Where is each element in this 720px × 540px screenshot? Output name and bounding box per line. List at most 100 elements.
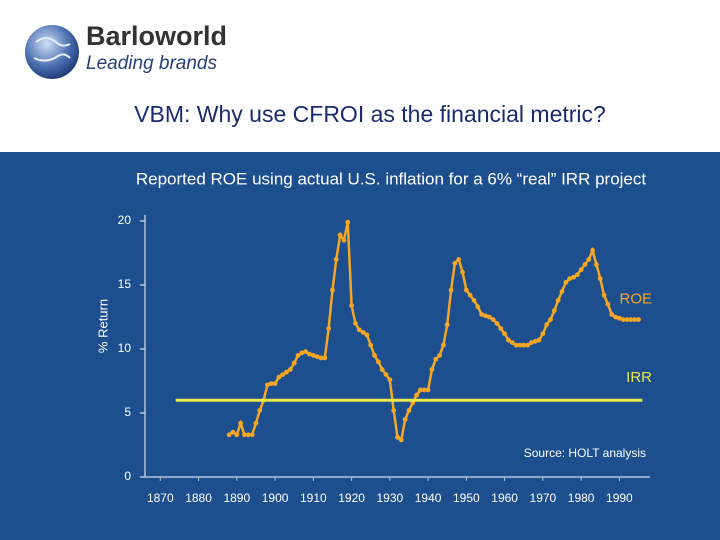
data-point xyxy=(559,289,565,294)
data-point xyxy=(360,329,366,335)
data-point xyxy=(506,337,511,343)
data-point xyxy=(456,257,462,262)
data-point xyxy=(571,274,576,280)
data-point xyxy=(590,248,596,253)
x-tick-label: 1880 xyxy=(185,491,212,505)
x-tick-label: 1920 xyxy=(338,491,365,505)
series-label: ROE xyxy=(619,291,652,308)
data-point xyxy=(333,257,339,262)
x-tick-label: 1970 xyxy=(530,491,557,505)
data-point xyxy=(628,317,634,322)
data-point xyxy=(441,342,446,348)
x-tick-label: 1980 xyxy=(568,491,595,505)
data-point xyxy=(597,276,603,281)
data-point xyxy=(345,219,351,225)
data-point xyxy=(284,369,289,375)
slide-title: VBM: Why use CFROI as the financial metr… xyxy=(134,101,606,127)
data-point xyxy=(532,338,538,344)
data-point xyxy=(490,317,496,322)
x-tick-label: 1870 xyxy=(147,491,174,505)
data-point xyxy=(444,322,450,328)
data-point xyxy=(513,342,519,348)
data-point xyxy=(257,408,263,413)
data-point xyxy=(525,342,530,348)
data-point xyxy=(548,317,553,322)
data-point xyxy=(498,326,504,331)
data-point xyxy=(563,280,569,285)
data-point xyxy=(337,232,343,238)
data-point xyxy=(230,429,236,435)
data-point xyxy=(517,342,523,348)
data-point xyxy=(486,314,492,320)
data-point xyxy=(551,308,557,313)
y-tick-label: 20 xyxy=(118,213,132,227)
data-point xyxy=(632,317,638,322)
data-point xyxy=(406,408,412,413)
data-point xyxy=(620,317,626,322)
data-point xyxy=(578,267,584,273)
x-tick-label: 1960 xyxy=(491,491,518,505)
data-point xyxy=(242,432,247,438)
data-point xyxy=(636,317,641,322)
data-point xyxy=(471,297,477,303)
data-point xyxy=(433,356,439,362)
data-point xyxy=(418,387,423,393)
data-point xyxy=(421,387,427,393)
data-point xyxy=(326,326,332,331)
data-point xyxy=(322,355,328,361)
brand: Barloworld xyxy=(86,21,227,51)
data-point xyxy=(536,337,542,343)
data-point xyxy=(379,367,385,372)
x-tick-label: 1990 xyxy=(606,491,633,505)
y-tick-label: 0 xyxy=(124,469,131,483)
data-point xyxy=(460,269,465,275)
data-point xyxy=(529,340,534,345)
y-axis-label: % Return xyxy=(95,299,110,353)
data-point xyxy=(238,420,244,426)
data-point xyxy=(372,353,377,358)
data-point xyxy=(594,262,599,267)
data-point xyxy=(452,260,458,266)
x-tick-label: 1910 xyxy=(300,491,327,505)
data-point xyxy=(437,353,442,358)
data-point xyxy=(364,332,370,338)
data-point xyxy=(291,360,297,366)
data-point xyxy=(616,315,622,321)
data-point xyxy=(318,355,324,361)
data-point xyxy=(555,297,561,303)
data-point xyxy=(245,432,251,438)
x-tick-label: 1950 xyxy=(453,491,480,505)
data-point xyxy=(429,367,435,372)
data-point xyxy=(463,287,469,293)
data-point xyxy=(414,392,420,398)
data-point xyxy=(624,317,630,322)
y-tick-label: 5 xyxy=(124,405,131,419)
data-point xyxy=(387,377,393,383)
data-point xyxy=(521,342,527,348)
y-tick-label: 15 xyxy=(118,277,132,291)
data-point xyxy=(502,331,508,337)
data-point xyxy=(299,350,305,356)
data-point xyxy=(448,287,454,293)
data-point xyxy=(509,340,515,345)
data-point xyxy=(341,237,347,243)
data-point xyxy=(540,331,546,337)
data-point xyxy=(574,272,580,278)
header-background xyxy=(0,0,720,152)
x-tick-label: 1900 xyxy=(262,491,289,505)
data-point xyxy=(398,437,404,443)
data-point xyxy=(567,276,573,281)
data-point xyxy=(330,287,335,293)
data-point xyxy=(391,408,397,413)
data-point xyxy=(609,312,615,317)
logo-globe-lines xyxy=(33,37,71,62)
data-point xyxy=(234,432,240,438)
data-point xyxy=(483,313,488,319)
x-tick-label: 1930 xyxy=(376,491,403,505)
data-point xyxy=(605,301,611,307)
data-point xyxy=(467,292,473,298)
logo-globe xyxy=(25,25,79,79)
data-point xyxy=(613,314,618,320)
data-point xyxy=(314,354,320,360)
